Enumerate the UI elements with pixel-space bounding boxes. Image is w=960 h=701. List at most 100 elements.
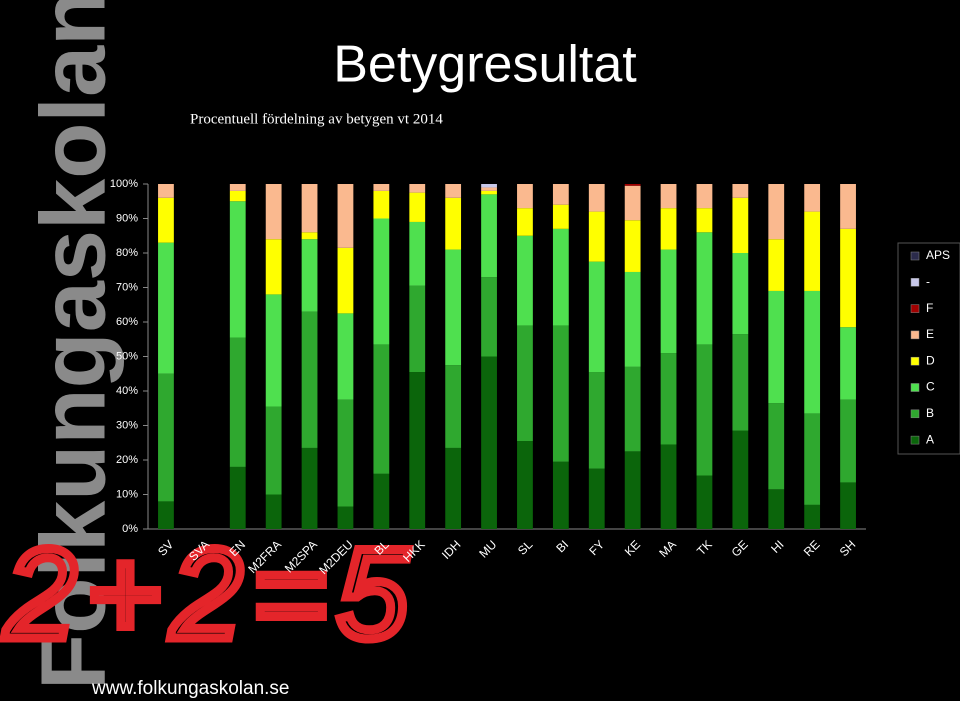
bar-segment xyxy=(481,190,497,195)
bar-segment xyxy=(624,271,641,367)
bar-segment xyxy=(481,187,497,191)
bar-segment xyxy=(409,184,426,193)
bar-segment xyxy=(768,184,785,240)
bar-segment xyxy=(840,399,856,483)
legend-swatch xyxy=(910,356,920,366)
bar-segment xyxy=(373,218,390,345)
bar-segment xyxy=(768,489,785,529)
bar-segment xyxy=(624,451,641,529)
bar-segment xyxy=(517,184,533,209)
bar-segment xyxy=(588,372,605,469)
bar-segment xyxy=(229,337,246,467)
legend-label: - xyxy=(926,274,930,288)
bar-segment xyxy=(588,468,605,529)
bar-segment xyxy=(696,344,713,476)
bar-segment xyxy=(804,413,821,505)
bar-segment xyxy=(588,211,605,262)
legend-swatch xyxy=(910,383,920,392)
bar-segment xyxy=(445,197,462,250)
legend-label: C xyxy=(926,380,935,394)
bar-segment xyxy=(409,192,426,222)
bar-segment xyxy=(517,235,533,326)
bar-segment xyxy=(804,211,821,291)
bar-segment xyxy=(373,190,390,219)
bar-segment xyxy=(265,494,282,529)
legend-label: E xyxy=(926,327,934,341)
legend-swatch xyxy=(910,304,920,313)
bar-segment xyxy=(768,239,785,291)
bar-segment xyxy=(552,228,569,326)
bar-segment xyxy=(660,249,677,354)
y-tick-label: 70% xyxy=(116,281,138,293)
bar-segment xyxy=(588,261,605,373)
bar-segment xyxy=(732,253,749,335)
bar-segment xyxy=(373,344,390,474)
bar-segment xyxy=(373,184,390,191)
bar-segment xyxy=(481,194,497,278)
y-tick-label: 60% xyxy=(116,316,138,328)
legend-label: A xyxy=(926,432,934,446)
bar-segment xyxy=(552,325,569,462)
y-tick-label: 20% xyxy=(116,454,138,466)
chart-title: Betygresultat xyxy=(333,36,637,94)
bar-segment xyxy=(265,239,282,295)
bar-segment xyxy=(804,184,821,212)
bar-segment xyxy=(624,220,641,272)
bar-segment xyxy=(732,334,749,431)
url: www.folkungaskolan.se xyxy=(91,678,290,699)
bar-segment xyxy=(696,232,713,345)
bar-segment xyxy=(517,208,533,236)
y-tick-label: 100% xyxy=(110,178,138,190)
bar-segment xyxy=(337,247,354,314)
bar-segment xyxy=(840,327,856,400)
bar-segment xyxy=(840,228,856,328)
bar-segment xyxy=(409,285,426,373)
bar-segment xyxy=(301,447,318,529)
bar-segment xyxy=(229,184,246,191)
legend-swatch xyxy=(910,435,920,445)
bar-segment xyxy=(481,356,497,529)
bar-segment xyxy=(158,184,174,198)
bar-segment xyxy=(337,313,354,400)
legend-swatch xyxy=(910,278,920,287)
bar-segment xyxy=(517,441,533,529)
legend-swatch xyxy=(910,330,920,340)
bar-segment xyxy=(158,242,174,374)
bar-segment xyxy=(301,232,318,240)
bar-segment xyxy=(732,197,749,253)
bar-segment xyxy=(337,399,354,507)
legend-swatch xyxy=(910,409,920,419)
bar-segment xyxy=(517,325,533,442)
y-tick-label: 10% xyxy=(116,488,138,500)
y-tick-label: 40% xyxy=(116,385,138,397)
bar-segment xyxy=(624,185,641,221)
bar-segment xyxy=(301,239,318,312)
bar-segment xyxy=(696,208,713,233)
brand: Folkungaskolan xyxy=(22,0,124,690)
y-tick-label: 30% xyxy=(116,419,138,431)
y-tick-label: 50% xyxy=(116,350,138,362)
bar-segment xyxy=(732,430,749,529)
bar-segment xyxy=(660,444,677,529)
bar-segment xyxy=(337,506,354,529)
bar-segment xyxy=(158,373,174,502)
bar-segment xyxy=(265,184,282,240)
bar-segment xyxy=(265,406,282,495)
bar-segment xyxy=(768,403,785,490)
handwriting: 2+2=5 xyxy=(4,523,418,666)
bar-segment xyxy=(337,184,354,248)
bar-segment xyxy=(552,461,569,529)
bar-segment xyxy=(158,501,174,529)
bar-segment xyxy=(624,184,641,186)
bar-segment xyxy=(445,249,462,366)
bar-segment xyxy=(840,184,856,229)
bar-segment xyxy=(158,197,174,243)
bar-segment xyxy=(840,482,856,529)
bar-segment xyxy=(804,290,821,414)
bar-segment xyxy=(229,190,246,202)
y-tick-label: 90% xyxy=(116,212,138,224)
legend xyxy=(897,242,960,455)
bar-segment xyxy=(732,184,749,198)
bar-segment xyxy=(409,372,426,529)
